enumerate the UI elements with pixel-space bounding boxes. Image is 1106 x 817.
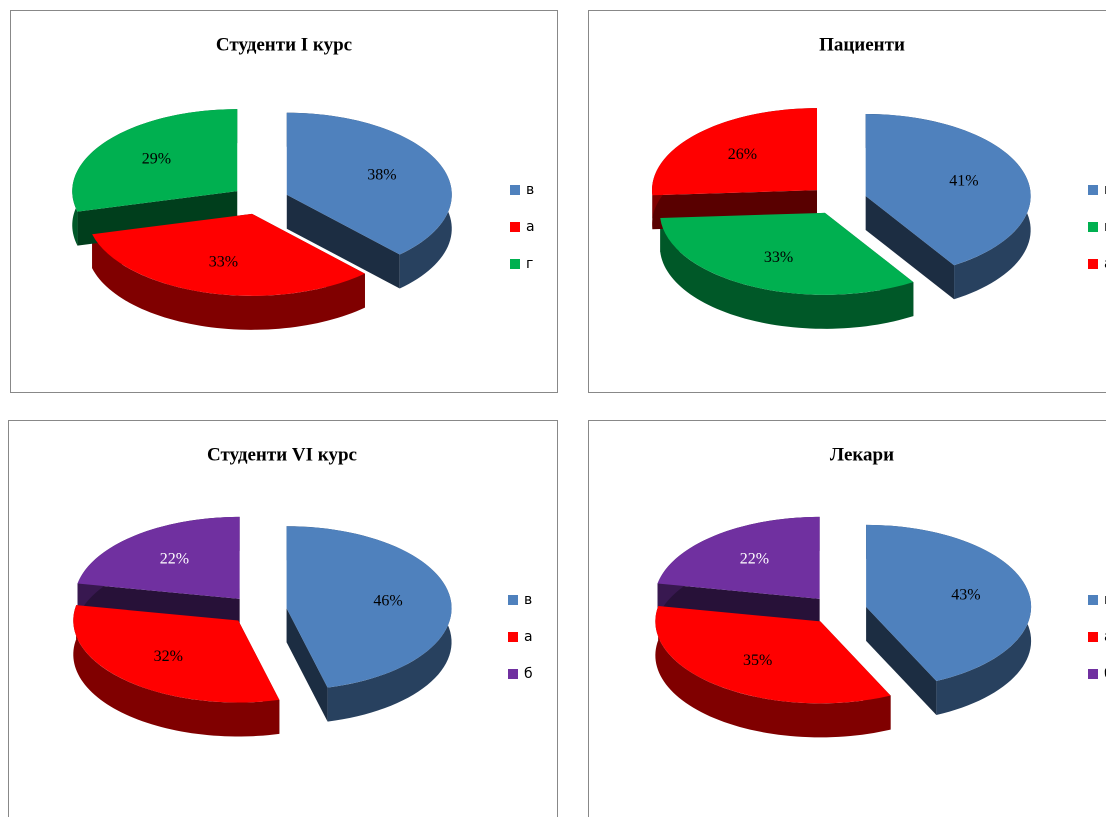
pie-slice bbox=[286, 526, 452, 688]
data-label: 43% bbox=[951, 586, 980, 603]
pie-slice bbox=[657, 516, 820, 599]
legend-swatch bbox=[510, 185, 520, 195]
legend-label: г bbox=[1104, 219, 1106, 235]
chart-title: Пациенти bbox=[819, 34, 905, 55]
legend-label: б bbox=[1104, 666, 1106, 682]
chart-title: Студенти I курс bbox=[216, 34, 352, 55]
data-label: 32% bbox=[154, 648, 183, 665]
pie-slice bbox=[286, 112, 452, 255]
chart-panel: Пациенти 41% 33% 26% в г а bbox=[588, 10, 1106, 393]
pie-slice bbox=[655, 606, 891, 704]
legend-label: б bbox=[524, 666, 533, 682]
panel-border bbox=[588, 420, 1106, 817]
legend-swatch bbox=[1088, 185, 1098, 195]
chart-panel: Студенти I курс 38% 33% 29% в а г bbox=[10, 10, 558, 393]
pie-slice bbox=[92, 213, 365, 296]
legend-label: а bbox=[524, 629, 533, 645]
legend-swatch bbox=[510, 222, 520, 232]
data-label: 41% bbox=[949, 172, 978, 189]
data-label: 29% bbox=[142, 151, 171, 168]
legend-label: в bbox=[524, 592, 532, 608]
legend-label: г bbox=[526, 256, 533, 272]
pie-slice bbox=[652, 108, 818, 196]
data-label: 46% bbox=[373, 592, 402, 609]
data-label: 22% bbox=[160, 550, 189, 567]
legend-swatch bbox=[1088, 632, 1098, 642]
legend-swatch bbox=[1088, 595, 1098, 605]
chart-title: Студенти VI курс bbox=[207, 444, 357, 465]
legend-swatch bbox=[508, 632, 518, 642]
pie-slice bbox=[73, 605, 280, 703]
panel-border bbox=[8, 420, 558, 817]
chart-title: Лекари bbox=[830, 444, 894, 465]
slice-side bbox=[286, 608, 328, 722]
legend-label: а bbox=[1104, 629, 1106, 645]
legend-swatch bbox=[1088, 222, 1098, 232]
panel-border bbox=[588, 10, 1106, 393]
pie-slice bbox=[865, 113, 1031, 266]
data-label: 26% bbox=[728, 146, 757, 163]
slice-side bbox=[655, 606, 891, 738]
slice-side bbox=[92, 234, 365, 330]
chart-panel: Лекари 43% 35% 22% в а б bbox=[588, 420, 1106, 817]
chart-panel: Студенти VI курс 46% 32% 22% в а б bbox=[8, 420, 558, 817]
data-label: 22% bbox=[740, 550, 769, 567]
legend-label: в bbox=[526, 182, 534, 198]
legend-swatch bbox=[510, 259, 520, 269]
data-label: 33% bbox=[764, 249, 793, 266]
legend-label: в bbox=[1104, 592, 1106, 608]
data-label: 38% bbox=[367, 167, 396, 184]
legend-swatch bbox=[1088, 669, 1098, 679]
legend-swatch bbox=[508, 669, 518, 679]
legend-label: а bbox=[526, 219, 535, 235]
slice-side bbox=[660, 217, 914, 329]
legend-swatch bbox=[508, 595, 518, 605]
slice-side bbox=[286, 194, 400, 289]
pie-slice bbox=[660, 212, 914, 295]
slice-side bbox=[865, 195, 955, 300]
pie-slice bbox=[866, 524, 1032, 682]
pie-slice bbox=[77, 516, 240, 599]
slice-side bbox=[866, 606, 937, 716]
panel-border bbox=[10, 10, 558, 393]
pie-slice bbox=[72, 109, 238, 212]
slice-side bbox=[73, 605, 280, 737]
data-label: 35% bbox=[743, 652, 772, 669]
legend-label: в bbox=[1104, 182, 1106, 198]
legend-swatch bbox=[1088, 259, 1098, 269]
legend-label: а bbox=[1104, 256, 1106, 272]
data-label: 33% bbox=[209, 253, 238, 270]
